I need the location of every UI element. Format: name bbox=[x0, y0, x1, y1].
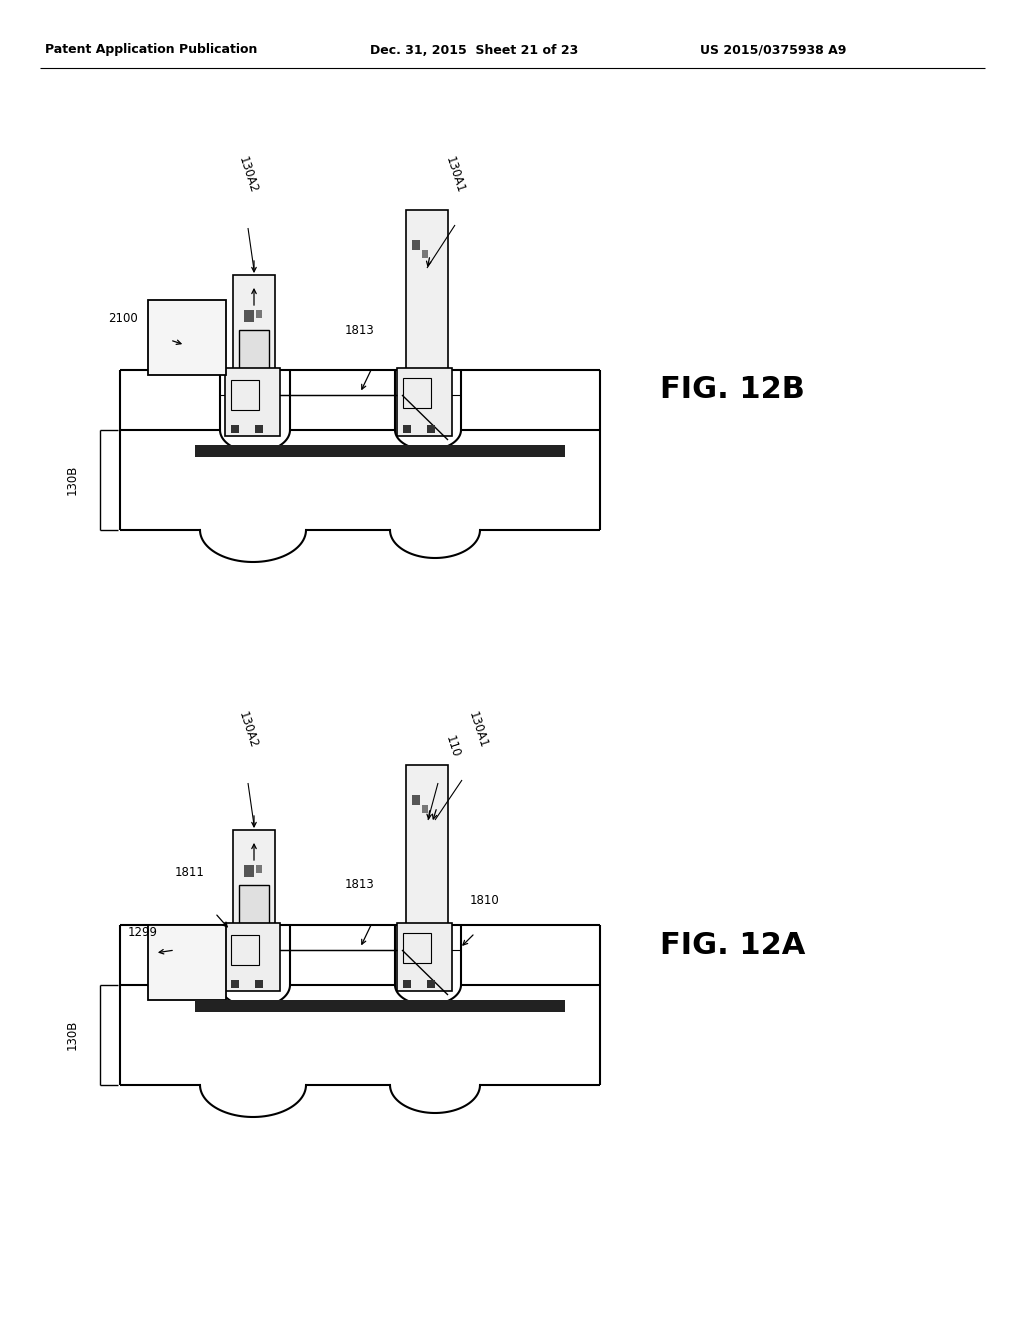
Bar bbox=[406, 766, 449, 925]
Bar bbox=[412, 240, 420, 249]
Text: 130B: 130B bbox=[66, 465, 79, 495]
Bar bbox=[244, 310, 254, 322]
Text: 1813: 1813 bbox=[345, 879, 375, 891]
Bar bbox=[195, 1001, 565, 1012]
Bar bbox=[225, 368, 280, 436]
Bar bbox=[148, 925, 226, 1001]
Bar bbox=[403, 933, 431, 964]
Text: 130B: 130B bbox=[66, 1020, 79, 1051]
Bar bbox=[406, 210, 449, 370]
Bar bbox=[231, 380, 259, 411]
Text: Patent Application Publication: Patent Application Publication bbox=[45, 44, 257, 57]
Text: 130A1: 130A1 bbox=[443, 154, 467, 195]
Text: 130A1: 130A1 bbox=[466, 710, 490, 750]
Bar bbox=[427, 425, 435, 433]
Bar bbox=[231, 425, 239, 433]
Bar bbox=[397, 923, 452, 991]
Bar bbox=[422, 249, 428, 257]
Bar bbox=[239, 884, 269, 925]
Bar bbox=[397, 368, 452, 436]
Bar bbox=[422, 805, 428, 813]
Bar bbox=[412, 795, 420, 805]
Text: 1299: 1299 bbox=[128, 927, 158, 940]
Bar bbox=[427, 979, 435, 987]
Text: 130A2: 130A2 bbox=[236, 154, 260, 195]
Bar bbox=[239, 330, 269, 370]
Bar bbox=[256, 310, 262, 318]
Bar bbox=[148, 300, 226, 375]
Bar bbox=[403, 979, 411, 987]
Text: 2100: 2100 bbox=[109, 312, 138, 325]
Text: FIG. 12B: FIG. 12B bbox=[660, 375, 805, 404]
Bar bbox=[256, 865, 262, 873]
Bar bbox=[231, 979, 239, 987]
Text: 1813: 1813 bbox=[345, 323, 375, 337]
Bar bbox=[233, 275, 275, 370]
Bar bbox=[195, 445, 565, 457]
Text: FIG. 12A: FIG. 12A bbox=[660, 931, 805, 960]
Text: Dec. 31, 2015  Sheet 21 of 23: Dec. 31, 2015 Sheet 21 of 23 bbox=[370, 44, 579, 57]
Text: US 2015/0375938 A9: US 2015/0375938 A9 bbox=[700, 44, 847, 57]
Text: 130A2: 130A2 bbox=[236, 710, 260, 750]
Text: 1810: 1810 bbox=[470, 894, 500, 907]
Bar bbox=[244, 865, 254, 876]
Bar bbox=[403, 425, 411, 433]
Bar bbox=[255, 425, 263, 433]
Bar bbox=[233, 830, 275, 925]
Bar bbox=[255, 979, 263, 987]
Text: 110: 110 bbox=[442, 734, 462, 759]
Bar bbox=[231, 935, 259, 965]
Text: 1811: 1811 bbox=[175, 866, 205, 879]
Bar bbox=[225, 923, 280, 991]
Bar bbox=[403, 378, 431, 408]
